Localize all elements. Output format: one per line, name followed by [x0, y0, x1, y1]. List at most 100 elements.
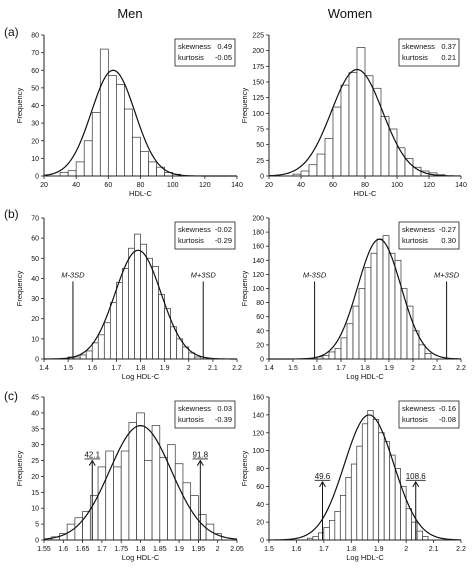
histogram-bar: [361, 423, 369, 541]
y-tick-label: 225: [252, 33, 264, 40]
histogram-bar: [400, 486, 407, 541]
chart-panel-b-women: 0 20 40 60 80 100 120 140 160 180 200 1.4 1.5 1.6 1.7 1…: [240, 216, 466, 382]
x-tick-label: 2.2: [232, 365, 242, 372]
histogram-bar: [190, 495, 199, 541]
y-tick-label: 100: [252, 448, 264, 455]
histogram-bar: [99, 48, 109, 177]
stats-box: [174, 38, 236, 67]
stats-label: kurtosis: [402, 236, 428, 245]
histogram-bar: [97, 466, 107, 541]
x-tick-label: 60: [329, 182, 337, 189]
cutoff-label: 108.6: [406, 472, 427, 481]
histogram-bar: [345, 477, 352, 541]
y-tick-label: 50: [31, 256, 39, 263]
histogram-bar: [416, 530, 423, 541]
x-tick-label: 1.7: [112, 365, 122, 372]
x-tick-label: 1.85: [153, 546, 167, 553]
histogram-bar: [372, 87, 382, 177]
y-tick-label: 30: [31, 442, 39, 449]
cutoff-arrowhead: [88, 459, 96, 466]
column-title-men: Men: [117, 6, 142, 21]
histogram-bar: [146, 257, 153, 360]
histogram-bar: [376, 238, 384, 360]
histogram-bar: [103, 322, 111, 360]
y-axis-label: Frequency: [15, 271, 24, 307]
stats-label: kurtosis: [178, 236, 204, 245]
histogram-bar: [128, 247, 135, 360]
stats-label: skewness: [178, 42, 211, 51]
histogram-bar: [364, 75, 374, 177]
x-tick-label: 1.4: [264, 365, 274, 372]
histogram-bar: [340, 84, 350, 177]
histogram-bar: [316, 153, 326, 177]
histogram-bar: [67, 170, 77, 177]
chart-panel-a-men: 0 10 20 30 40 50 60 70 80 20 40 60 80 100 120 140 HDL-C F…: [15, 33, 243, 199]
histogram-bar: [383, 441, 391, 541]
histogram-bar: [148, 161, 157, 177]
y-tick-label: 160: [252, 244, 264, 251]
y-tick-label: 140: [252, 258, 264, 265]
x-tick-label: 2: [404, 546, 408, 553]
x-axis-label: Log HDL-C: [122, 372, 160, 381]
x-tick-label: 2.2: [456, 365, 466, 372]
stats-value: 0.30: [441, 236, 456, 245]
stats-label: skewness: [178, 225, 211, 234]
y-tick-label: 180: [252, 230, 264, 237]
stats-value: -0.27: [439, 225, 456, 234]
histogram-bar: [334, 511, 341, 541]
x-tick-label: 80: [361, 182, 369, 189]
stats-label: skewness: [402, 225, 435, 234]
y-tick-label: 60: [31, 236, 39, 243]
y-tick-label: 80: [31, 33, 39, 40]
stats-value: -0.16: [439, 404, 456, 413]
histogram-bar: [324, 138, 334, 177]
x-tick-label: 100: [167, 182, 179, 189]
histogram-bar: [334, 348, 342, 360]
normal-fit-curve: [43, 249, 237, 360]
stats-label: kurtosis: [402, 53, 428, 62]
histogram-bar: [128, 422, 137, 541]
histogram-bar: [394, 468, 402, 541]
histogram-bar: [346, 323, 354, 360]
x-tick-label: 2.05: [230, 546, 244, 553]
y-tick-label: 20: [31, 138, 39, 145]
histogram-bar: [79, 354, 87, 360]
histogram-bar: [116, 282, 123, 360]
y-tick-label: 0: [35, 357, 39, 364]
histogram-bar: [144, 460, 153, 541]
histogram-bar: [174, 463, 184, 541]
y-tick-label: 140: [252, 412, 264, 419]
histogram-bar: [312, 536, 319, 541]
histogram-bar: [364, 267, 372, 360]
histogram-bar: [340, 337, 348, 360]
cutoff-label: 91.8: [193, 451, 209, 460]
histogram-bar: [132, 136, 141, 177]
stats-box: [174, 221, 236, 250]
x-tick-label: 1.6: [292, 546, 302, 553]
histogram-bar: [388, 252, 396, 360]
y-tick-label: 50: [256, 142, 264, 149]
stats-label: skewness: [178, 404, 211, 413]
histogram-bar: [107, 75, 117, 177]
stats-box: [398, 38, 460, 67]
histogram-bar: [422, 536, 429, 541]
normal-fit-curve: [43, 424, 238, 540]
chart-panel-a-women: 0 25 50 75 100 125 150 175 200 225 20 40 60 80 100 120 1…: [240, 33, 467, 199]
histogram-bar: [120, 450, 130, 541]
histogram-bar: [122, 268, 129, 360]
x-tick-label: 40: [72, 182, 80, 189]
cutoff-arrowhead: [196, 459, 204, 466]
x-tick-label: 1.7: [336, 365, 346, 372]
y-axis-label: Frequency: [15, 451, 24, 487]
stats-box: [174, 400, 236, 429]
x-axis-label: HDL-C: [129, 189, 153, 198]
histogram-bar: [404, 158, 414, 177]
y-tick-label: 100: [252, 286, 264, 293]
histogram-bar: [411, 521, 418, 541]
x-tick-label: 40: [297, 182, 305, 189]
x-tick-label: 20: [40, 182, 48, 189]
histogram-bar: [358, 288, 366, 360]
chart-panel-b-men: 0 10 20 30 40 50 60 70 1.4 1.5 1.6 1.7 1.8 1.9 2 2.1 2.2…: [15, 216, 242, 382]
x-tick-label: 1.6: [58, 546, 68, 553]
stats-label: kurtosis: [178, 415, 204, 424]
